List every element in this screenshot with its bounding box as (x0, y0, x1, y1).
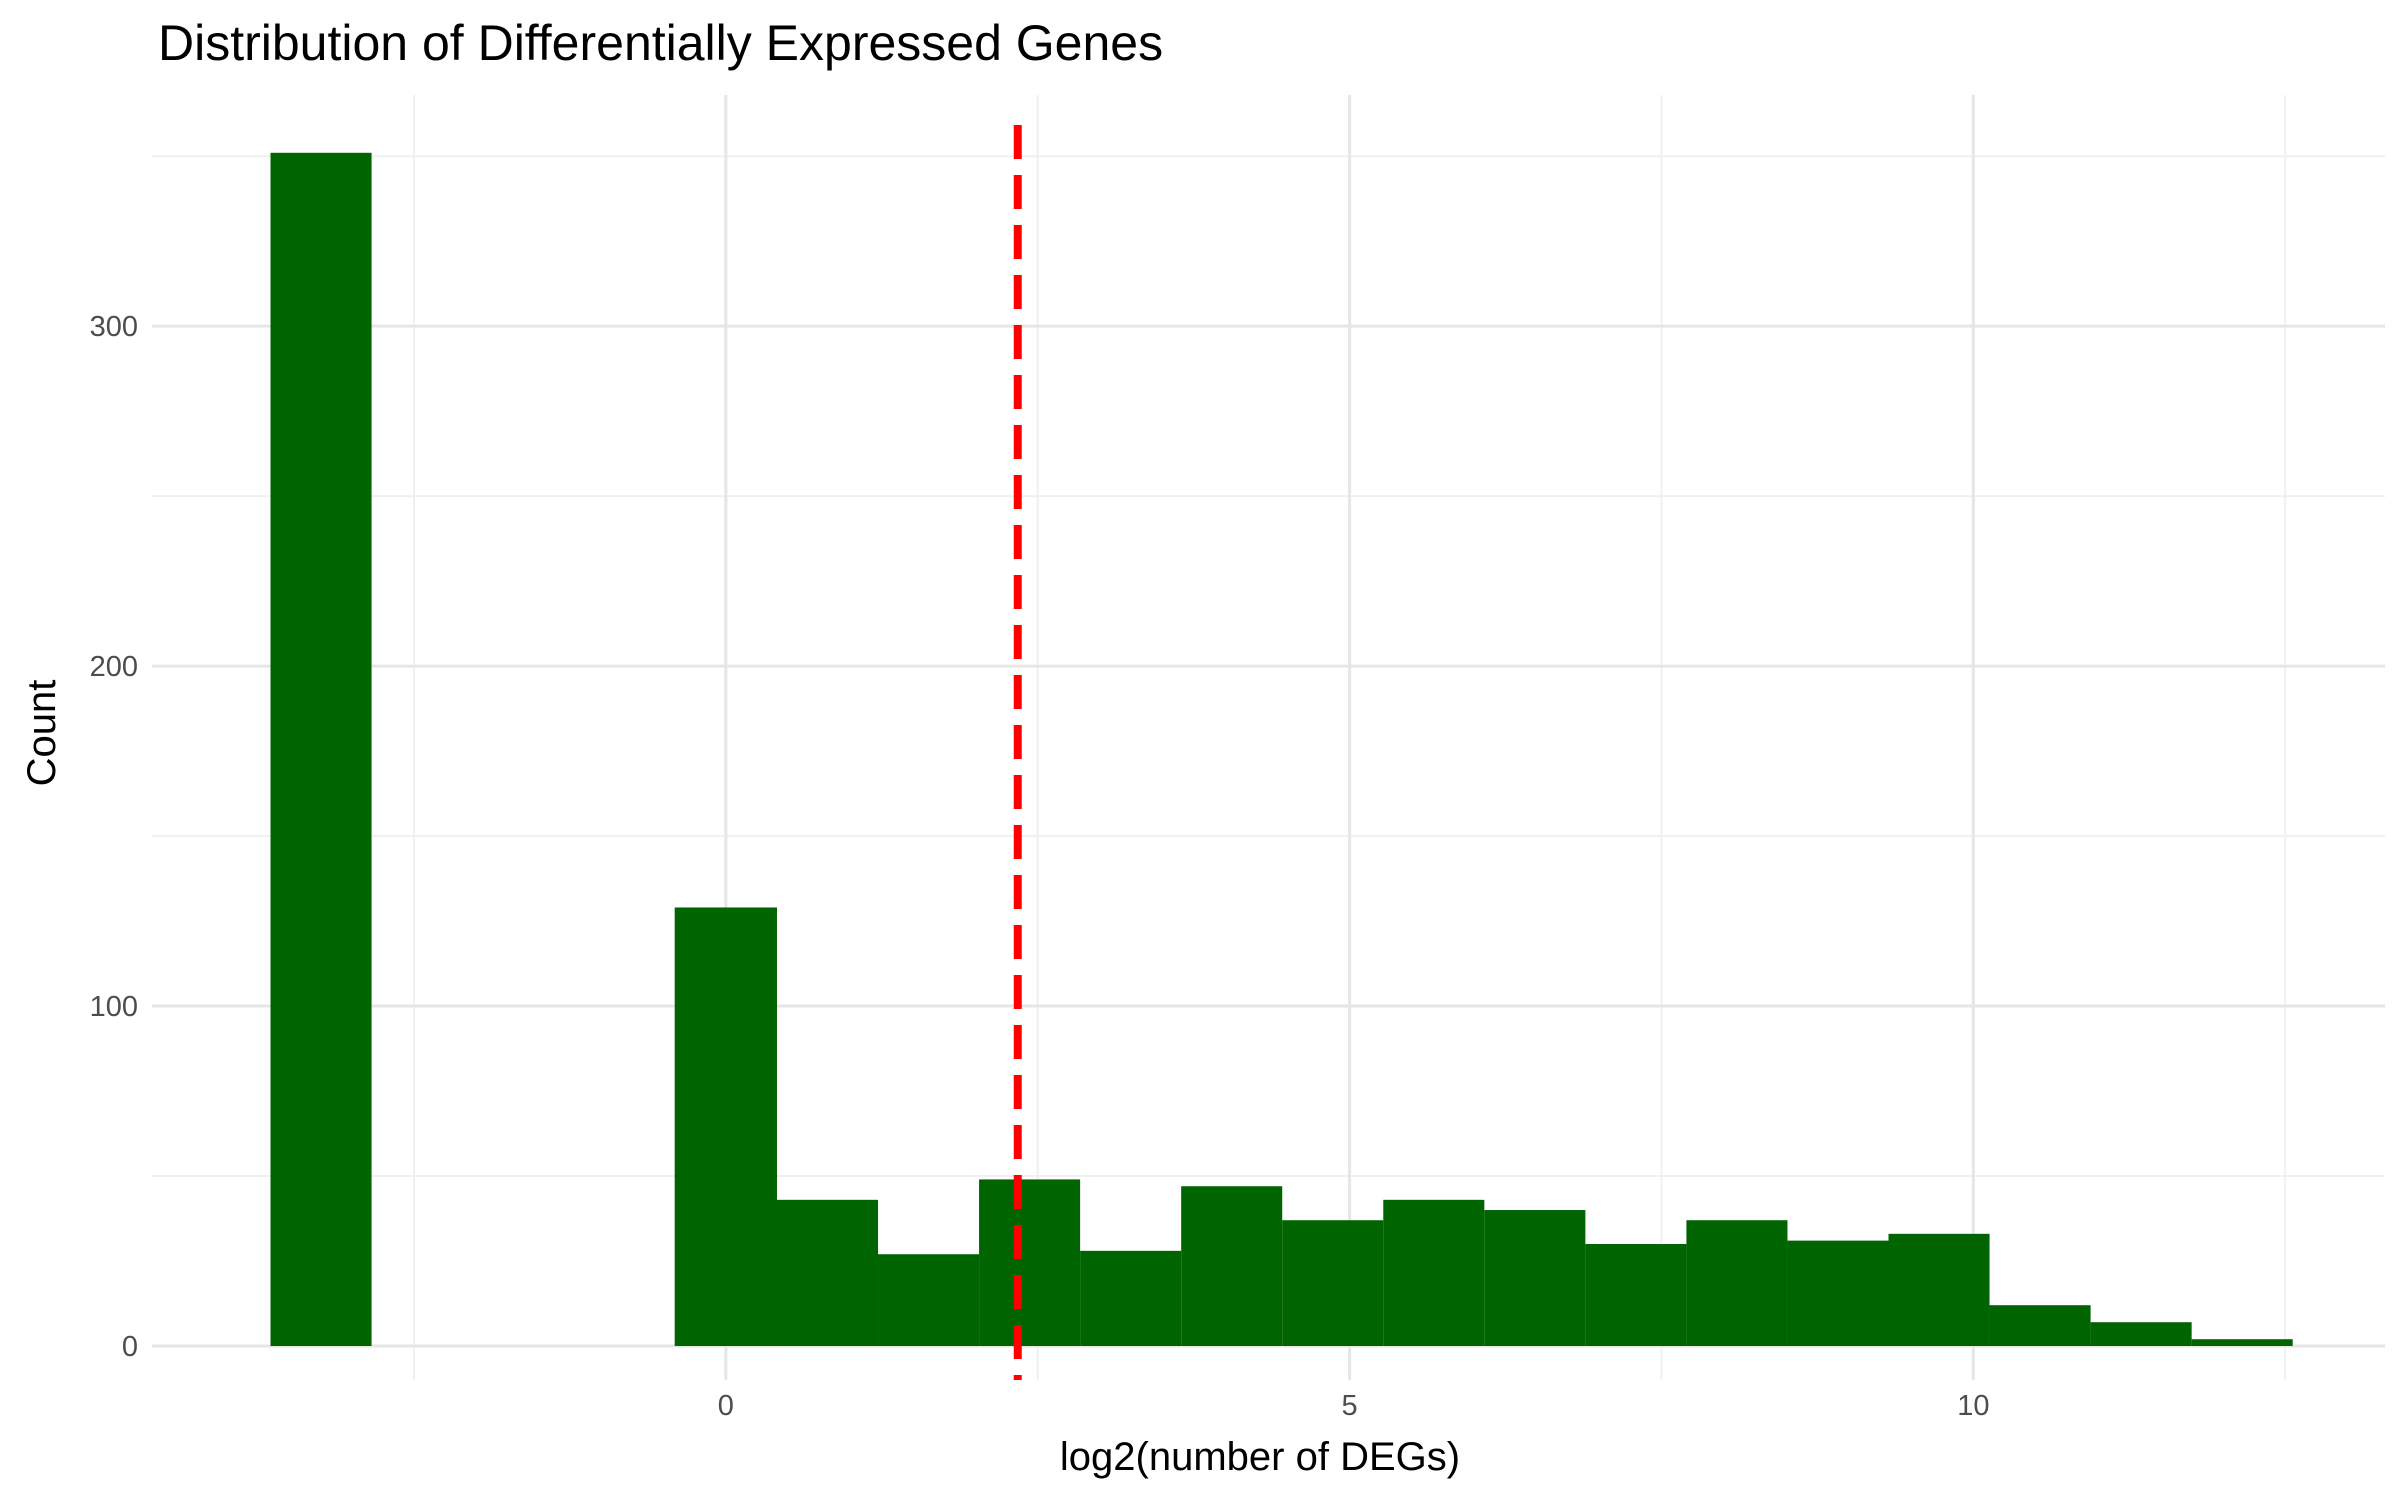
minor-gridlines (152, 95, 2385, 1380)
histogram-bar (270, 152, 372, 1347)
x-tick-label: 0 (718, 1390, 734, 1422)
histogram-bar (2191, 1339, 2293, 1347)
histogram-bar (1484, 1210, 1586, 1347)
histogram-bars (270, 152, 2293, 1347)
x-axis-title: log2(number of DEGs) (1060, 1435, 1460, 1479)
x-tick-label: 5 (1342, 1390, 1358, 1422)
histogram-bar (1686, 1220, 1788, 1347)
histogram-bar (1585, 1244, 1687, 1347)
histogram-bar (1787, 1240, 1889, 1347)
chart-title: Distribution of Differentially Expressed… (158, 15, 1163, 71)
x-tick-label: 10 (1957, 1390, 1989, 1422)
y-axis-title: Count (20, 680, 64, 787)
histogram-bar (674, 907, 777, 1347)
histogram-bar (979, 1179, 1081, 1347)
histogram-bar (2090, 1322, 2192, 1347)
histogram-bar (776, 1199, 879, 1347)
major-gridlines (152, 95, 2385, 1380)
histogram-bar (1080, 1250, 1182, 1347)
x-axis-ticks: 0 5 10 (718, 1390, 1990, 1422)
histogram-bar (1989, 1305, 2091, 1347)
y-tick-label: 200 (90, 651, 138, 683)
histogram-bar (1383, 1199, 1485, 1347)
histogram-bar (1888, 1233, 1990, 1347)
y-tick-label: 300 (90, 311, 138, 343)
y-tick-label: 0 (122, 1331, 138, 1363)
y-tick-label: 100 (90, 991, 138, 1023)
histogram-bar (1181, 1186, 1283, 1347)
histogram-bar (878, 1254, 980, 1347)
y-axis-ticks: 0 100 200 300 (90, 311, 138, 1363)
histogram-bar (1282, 1220, 1384, 1347)
